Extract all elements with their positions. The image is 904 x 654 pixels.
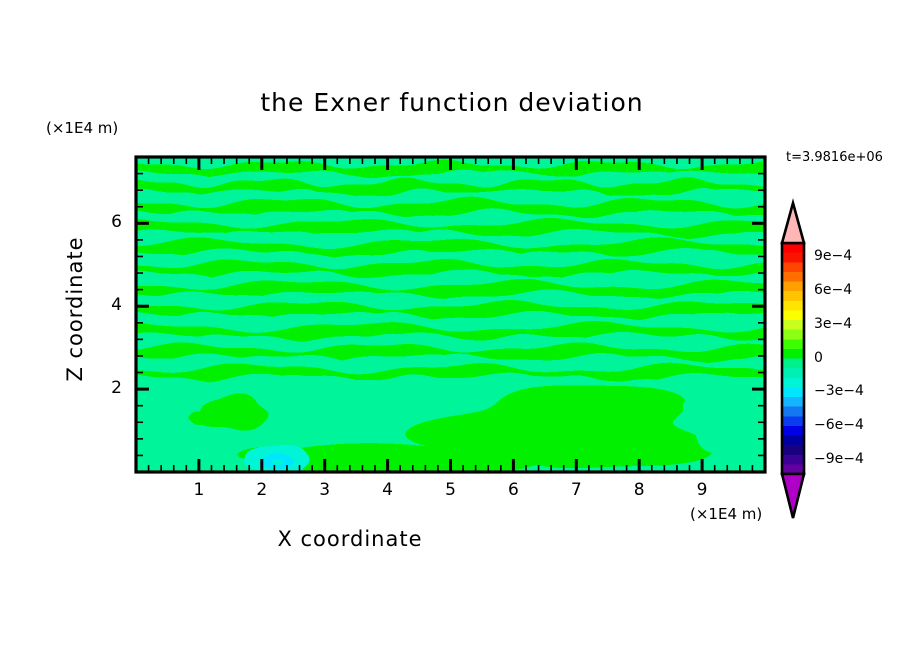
x-tick-label: 8 (633, 480, 645, 500)
colorbar-tick-label: −3e−4 (814, 383, 864, 400)
x-tick-label: 7 (570, 480, 582, 500)
plot-frame (134, 155, 767, 474)
x-axis-unit-label: (×1E4 m) (690, 505, 763, 523)
x-tick-label: 6 (507, 480, 519, 500)
timestamp-annotation: t=3.9816e+06 (786, 150, 883, 165)
x-axis-title: X coordinate (277, 527, 423, 551)
y-tick-label: 2 (111, 378, 122, 399)
x-tick-label: 9 (696, 480, 708, 500)
chart-title: the Exner function deviation (260, 88, 644, 117)
x-tick-label: 5 (445, 480, 456, 500)
x-tick-label: 3 (319, 480, 331, 500)
colorbar (780, 198, 806, 519)
colorbar-tick-label: 3e−4 (814, 315, 853, 332)
x-tick-label: 4 (382, 480, 393, 500)
colorbar-tick-label: 6e−4 (814, 282, 853, 299)
contour-field (136, 157, 765, 472)
y-axis-unit-label: (×1E4 m) (46, 119, 119, 137)
x-tick-label: 1 (193, 480, 205, 500)
y-tick-label: 6 (111, 212, 122, 233)
x-tick-label: 2 (256, 480, 268, 500)
colorbar-tick-label: −6e−4 (814, 416, 864, 433)
colorbar-tick-label: 9e−4 (814, 248, 853, 265)
colorbar-tick-label: −9e−4 (814, 450, 864, 467)
colorbar-tick-label: 0 (814, 349, 823, 366)
y-tick-label: 4 (111, 295, 122, 316)
